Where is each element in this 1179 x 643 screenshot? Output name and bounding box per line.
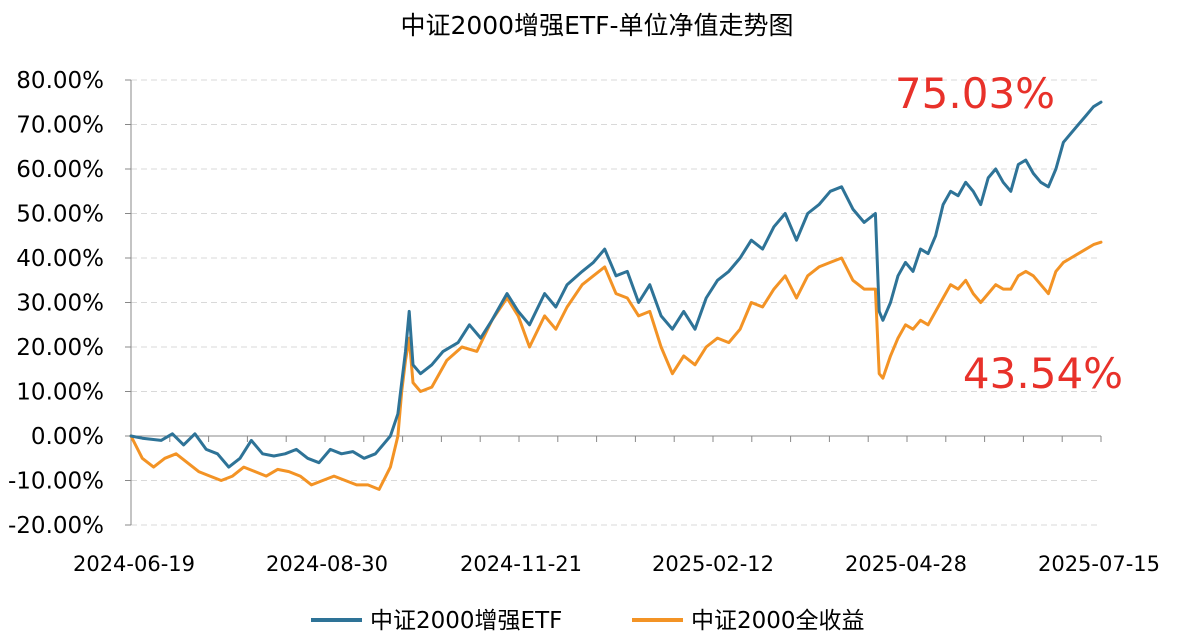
x-tick-label: 2024-11-21 [460, 552, 582, 576]
legend: 中证2000增强ETF 中证2000全收益 [311, 608, 865, 634]
chart-title: 中证2000增强ETF-单位净值走势图 [400, 11, 793, 40]
y-tick-label: 20.00% [16, 335, 104, 361]
y-tick-label: 30.00% [16, 291, 104, 317]
y-tick-label: 80.00% [16, 68, 104, 94]
y-tick-label: 70.00% [16, 113, 104, 139]
y-tick-label: 10.00% [16, 380, 104, 406]
x-tick-label: 2024-08-30 [266, 552, 388, 576]
y-tick-label: 60.00% [16, 157, 104, 183]
y-tick-label: -10.00% [8, 469, 104, 495]
x-axis: 2024-06-19 2024-08-30 2024-11-21 2025-02-12… [73, 435, 1160, 576]
x-tick-label: 2025-04-28 [845, 552, 967, 576]
series-line-enhanced-etf [129, 100, 1103, 469]
x-tick-label: 2024-06-19 [73, 552, 195, 576]
series-line-total-return [129, 240, 1103, 491]
y-tick-label: -20.00% [8, 513, 104, 539]
x-tick-label: 2025-07-15 [1038, 552, 1160, 576]
series-group [129, 100, 1103, 491]
legend-label: 中证2000增强ETF [370, 608, 562, 634]
grid [131, 79, 1101, 526]
y-axis: 80.00% 70.00% 60.00% 50.00% 40.00% 30.00% 20.0… [8, 68, 132, 539]
end-value-label: 43.54% [963, 349, 1123, 398]
legend-label: 中证2000全收益 [691, 608, 865, 634]
end-value-label: 75.03% [895, 69, 1055, 118]
y-tick-label: 50.00% [16, 202, 104, 228]
end-labels: 75.03% 43.54% [895, 69, 1123, 398]
x-tick-label: 2025-02-12 [652, 552, 774, 576]
y-tick-label: 40.00% [16, 246, 104, 272]
y-tick-label: 0.00% [31, 424, 104, 450]
